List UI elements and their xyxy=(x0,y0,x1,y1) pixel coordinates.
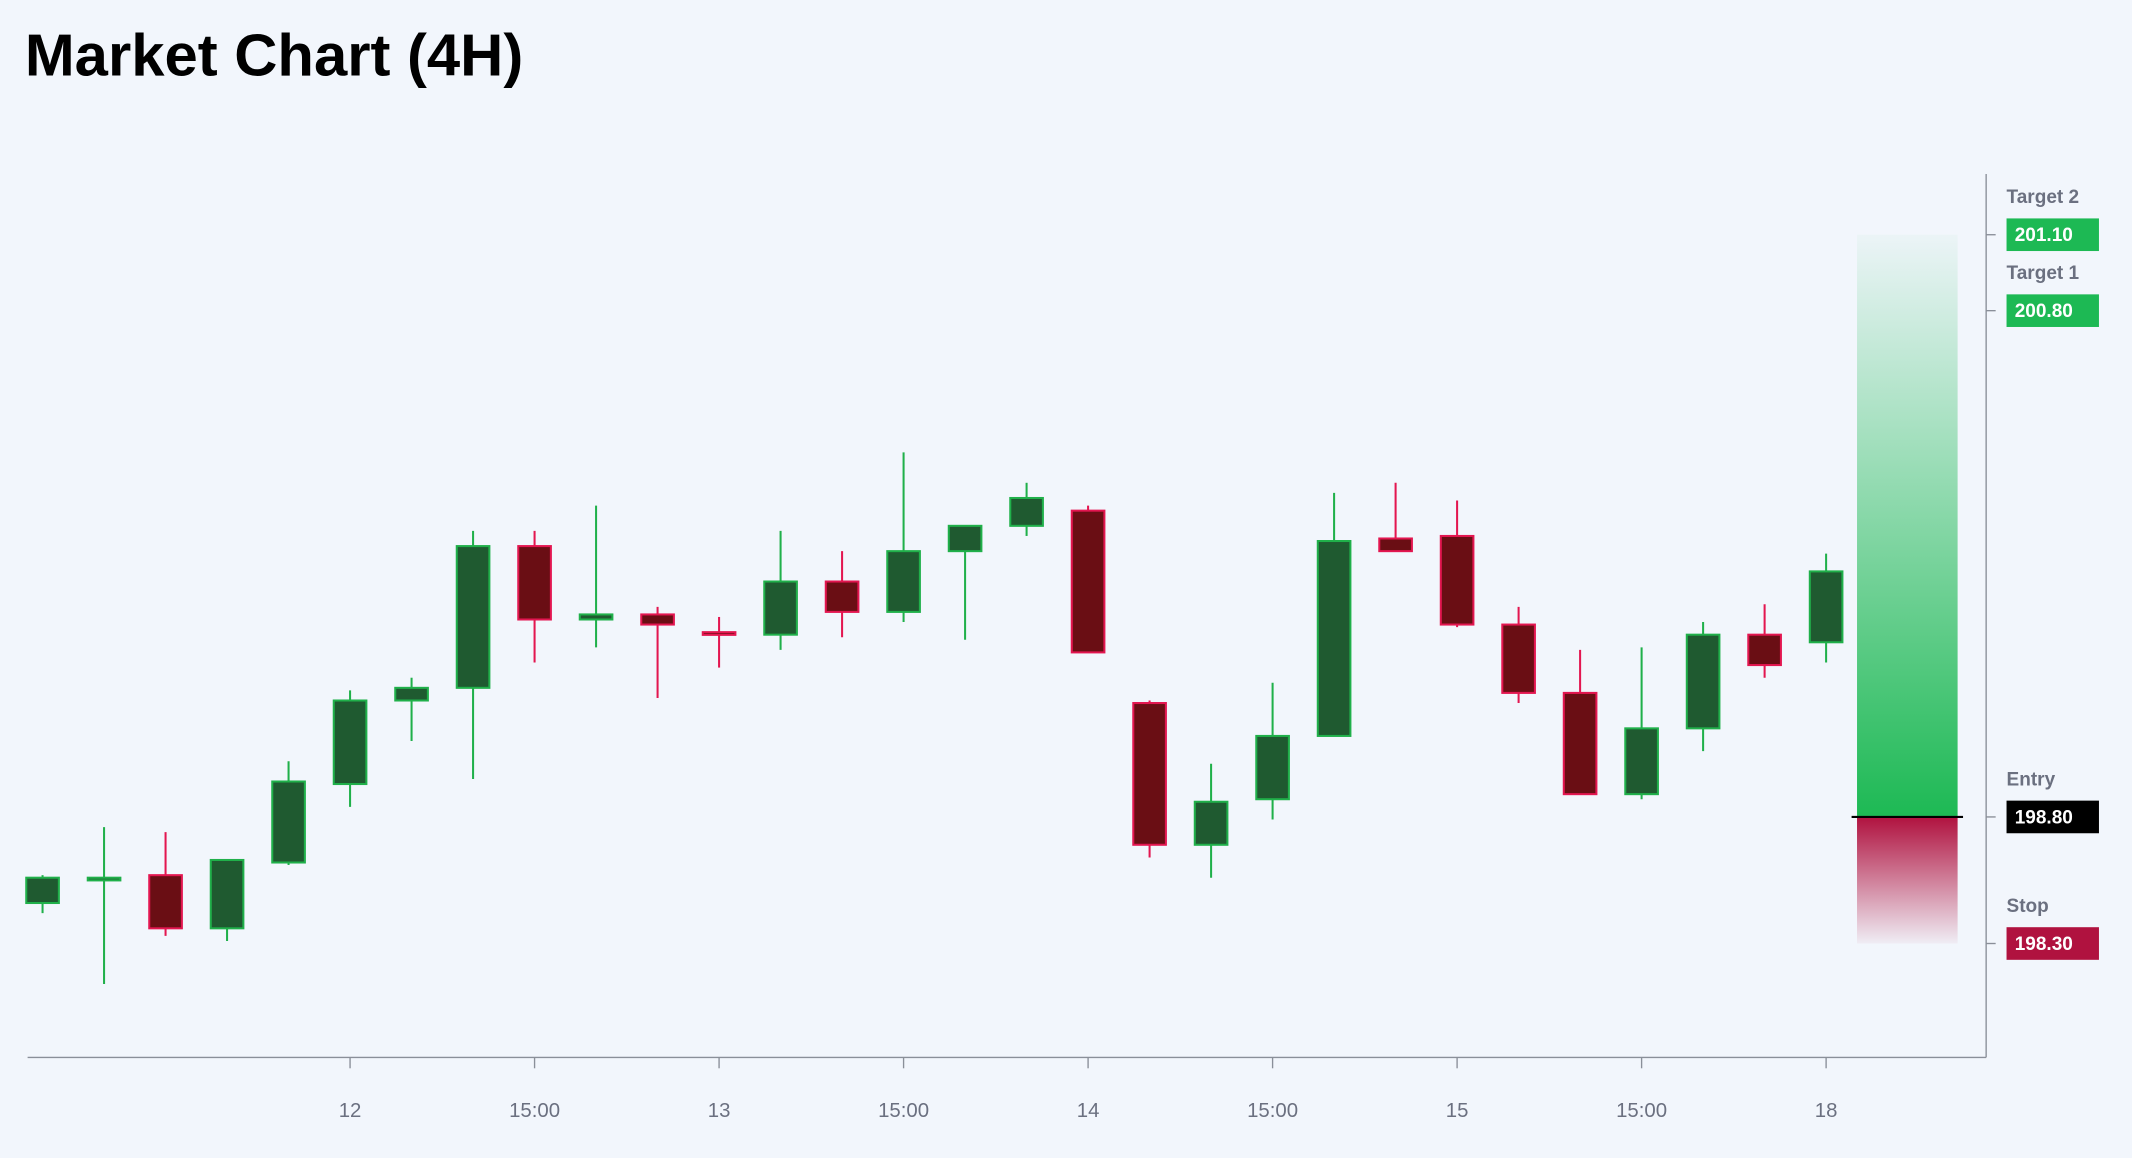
level-badge xyxy=(2006,927,2099,960)
level-value: 198.80 xyxy=(2015,807,2073,828)
candle-body xyxy=(1378,537,1413,553)
candle-body xyxy=(578,613,614,621)
x-tick-label: 15:00 xyxy=(1247,1100,1298,1122)
candle-body xyxy=(455,545,491,689)
x-tick-label: 15:00 xyxy=(509,1100,560,1122)
candle-body xyxy=(763,580,798,636)
candle-body xyxy=(209,858,245,930)
candle-body xyxy=(1009,496,1044,527)
level-badge xyxy=(2006,800,2099,834)
x-tick-label: 13 xyxy=(708,1100,731,1122)
candle-body xyxy=(1255,734,1290,801)
candle-body xyxy=(1808,570,1844,644)
candle-body xyxy=(886,550,921,613)
x-tick-label: 18 xyxy=(1815,1100,1838,1122)
x-tick-label: 15:00 xyxy=(878,1100,929,1122)
level-value: 200.80 xyxy=(2015,301,2073,322)
candle-body xyxy=(25,876,60,905)
level-name: Target 1 xyxy=(2007,263,2080,284)
level-name: Entry xyxy=(2007,769,2056,790)
loss-zone xyxy=(1857,816,1958,944)
candle-body xyxy=(1685,633,1721,730)
candle-body xyxy=(148,874,183,930)
candle-body xyxy=(1439,534,1475,626)
candle-body xyxy=(1747,633,1782,667)
candle-body xyxy=(701,631,737,636)
level-badge xyxy=(2006,294,2099,327)
candle-body xyxy=(824,580,860,613)
level-value: 201.10 xyxy=(2015,225,2073,246)
candle-body xyxy=(394,686,429,702)
candle-body xyxy=(1562,691,1598,796)
candle-body xyxy=(86,876,122,882)
x-tick-label: 14 xyxy=(1077,1100,1100,1122)
candle-body xyxy=(332,699,368,786)
level-name: Stop xyxy=(2007,896,2049,917)
candle-body xyxy=(1193,800,1229,846)
x-tick-label: 15:00 xyxy=(1616,1100,1667,1122)
candle-body xyxy=(271,780,306,864)
candle-body xyxy=(1316,540,1352,737)
candle-body xyxy=(947,524,983,553)
level-value: 198.30 xyxy=(2015,934,2073,955)
candle-body xyxy=(640,613,675,626)
candle-body xyxy=(517,545,552,621)
candle-body xyxy=(1501,623,1536,694)
level-badge xyxy=(2006,218,2099,252)
candle-body xyxy=(1070,509,1106,654)
profit-zone xyxy=(1857,234,1958,817)
candle-body xyxy=(1624,727,1659,796)
x-tick-label: 15 xyxy=(1446,1100,1469,1122)
level-name: Target 2 xyxy=(2007,187,2080,208)
candle-body xyxy=(1132,702,1167,846)
chart-title: Market Chart (4H) xyxy=(25,22,523,89)
x-tick-label: 12 xyxy=(339,1100,362,1122)
